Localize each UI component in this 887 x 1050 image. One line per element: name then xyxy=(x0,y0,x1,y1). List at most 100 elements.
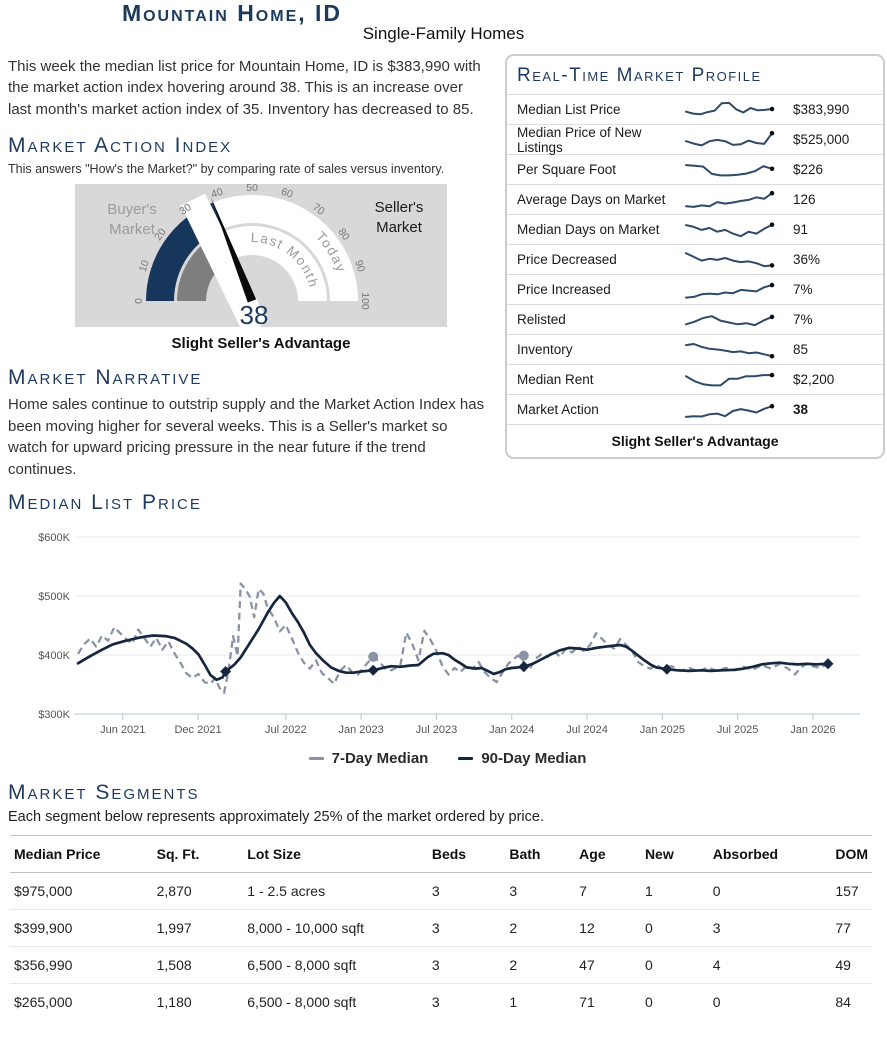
series-7day-median xyxy=(77,582,829,694)
segments-cell: $265,000 xyxy=(14,993,73,1010)
profile-row-label: Relisted xyxy=(517,312,566,327)
top-columns: This week the median list price for Moun… xyxy=(0,50,887,481)
sparkline-chart xyxy=(685,372,775,386)
segments-row: $356,990 1,508 6,500 - 8,000 sqft 3 2 47 0 4 49 xyxy=(10,946,872,984)
gauge-last-month-arc-remainder xyxy=(217,225,327,301)
gauge-tick-label: 100 xyxy=(359,292,371,310)
gauge-tick-label: 0 xyxy=(133,298,145,304)
median-list-price-section: Median List Price $600K $500K $400K $300K Ju… xyxy=(0,491,887,767)
segments-cell: 1,997 xyxy=(152,909,244,947)
market-profile-rows: Median List Price $383,990 Median Price of… xyxy=(507,94,883,424)
y-axis-label: $400K xyxy=(38,650,70,662)
profile-row: Median Days on Market 91 xyxy=(507,214,883,244)
x-axis-label: Jul 2025 xyxy=(717,724,759,736)
sparkline-chart xyxy=(685,221,775,237)
segments-column-header: Bath xyxy=(505,834,576,873)
gauge-buyers-market-label: Buyer's xyxy=(107,201,157,218)
marker-diamond-90day xyxy=(822,658,834,670)
y-axis-label: $300K xyxy=(38,709,70,721)
profile-row-label: Price Decreased xyxy=(517,252,617,267)
profile-row-value: $525,000 xyxy=(793,132,850,147)
segments-cell: 3 xyxy=(427,872,506,910)
page-subtitle: Single-Family Homes xyxy=(362,24,525,43)
segments-cell: $356,990 xyxy=(10,946,153,984)
legend-swatch-90day xyxy=(458,756,474,760)
sparkline xyxy=(683,127,783,153)
segments-cell: 6,500 - 8,000 sqft xyxy=(243,946,428,984)
profile-row: Price Increased 7% xyxy=(507,274,883,304)
profile-row: Market Action 38 xyxy=(507,394,883,424)
profile-row-label: Per Square Foot xyxy=(517,162,617,177)
profile-row-label: Median List Price xyxy=(517,102,621,117)
marker-diamond-90day xyxy=(661,663,673,675)
marker-diamond-90day xyxy=(367,664,379,676)
x-axis-label: Jul 2024 xyxy=(566,724,608,736)
profile-row-label: Inventory xyxy=(517,342,573,357)
segments-cell: 2 xyxy=(505,946,576,984)
market-narrative-text: Home sales continue to outstrip supply a… xyxy=(8,395,485,479)
segments-cell: 1 - 2.5 acres xyxy=(243,872,428,910)
market-profile-footer: Slight Seller's Advantage xyxy=(507,424,883,457)
profile-row-value: 7% xyxy=(793,282,813,297)
y-axis-label: $600K xyxy=(38,532,70,544)
sparkline xyxy=(683,337,783,363)
profile-row: Median Rent $2,200 xyxy=(507,364,883,394)
legend-swatch-7day xyxy=(308,756,324,760)
sparkline-chart xyxy=(685,130,775,146)
marker-diamond-90day xyxy=(220,665,232,677)
segments-cell: 0 xyxy=(640,909,709,947)
segments-cell: $399,900 xyxy=(10,909,153,947)
profile-row: Average Days on Market 126 xyxy=(507,184,883,214)
profile-row-value: 38 xyxy=(793,402,809,417)
segments-cell: 3 xyxy=(427,909,506,947)
segments-header-row: Median Price Sq. Ft. Lot Size Beds Bath Age Ne… xyxy=(10,834,872,873)
profile-row: Relisted 7% xyxy=(507,304,883,334)
profile-row-label: Price Increased xyxy=(517,282,611,297)
profile-row: Median Price of New Listings $525,000 xyxy=(507,124,883,155)
y-axis-label: $500K xyxy=(38,591,70,603)
segments-row: $975,000 2,870 1 - 2.5 acres 3 3 7 1 0 157 xyxy=(10,872,872,910)
segments-column-header: Sq. Ft. xyxy=(152,834,244,873)
legend-item-7day-median[interactable]: 7-Day Median xyxy=(308,750,428,767)
legend-item-90day-median[interactable]: 90-Day Median xyxy=(458,750,586,767)
gauge-buyers-market-label: Market xyxy=(109,221,156,238)
profile-row-value: 126 xyxy=(793,192,816,207)
segments-cell: 6,500 - 8,000 sqft xyxy=(247,993,357,1010)
segments-column-header: Lot Size xyxy=(243,834,428,873)
price-chart-svg: $600K $500K $400K $300K Jun 2021 Dec 2021 Jul … xyxy=(38,532,860,736)
segments-column-header: Age xyxy=(575,834,641,873)
profile-row-label: Median Price of New Listings xyxy=(517,124,642,155)
profile-row-value: $2,200 xyxy=(793,372,835,387)
gauge-caption: Slight Seller's Advantage xyxy=(171,334,351,352)
gauge-tick-label: 10 xyxy=(137,258,152,273)
segments-cell: 157 xyxy=(831,872,872,910)
profile-row-label: Market Action xyxy=(517,402,599,417)
profile-row-label: Average Days on Market xyxy=(517,192,666,207)
segments-cell: 84 xyxy=(835,993,851,1010)
sparkline xyxy=(683,307,783,333)
segments-cell: 3 xyxy=(708,909,832,947)
page-title: Mountain Home, ID xyxy=(121,0,343,26)
profile-row-value: 85 xyxy=(793,342,809,357)
segments-cell: 8,000 - 10,000 sqft xyxy=(243,909,428,947)
segments-cell: 77 xyxy=(831,909,872,947)
segments-cell: 2,870 xyxy=(152,872,244,910)
segments-cell: 1,180 xyxy=(156,993,192,1010)
sparkline-chart xyxy=(685,101,775,115)
market-segments-heading: Market Segments xyxy=(8,780,200,804)
segments-cell: 0 xyxy=(712,993,721,1010)
segments-cell: 12 xyxy=(575,909,641,947)
gauge-tick-label: 90 xyxy=(352,259,367,274)
market-segments-table: Median Price Sq. Ft. Lot Size Beds Bath Age Ne… xyxy=(10,834,872,1020)
segments-row: $399,900 1,997 8,000 - 10,000 sqft 3 2 12 0 3 77 xyxy=(10,909,872,947)
profile-row-value: 91 xyxy=(793,222,809,237)
sparkline-chart xyxy=(685,342,775,358)
segments-cell: 49 xyxy=(831,946,872,984)
sparkline xyxy=(683,187,783,213)
left-column: This week the median list price for Moun… xyxy=(8,54,495,481)
sparkline xyxy=(683,97,783,123)
profile-row-label: Median Rent xyxy=(517,372,594,387)
segments-column-header: Absorbed xyxy=(708,834,832,873)
sparkline-chart xyxy=(685,190,775,208)
